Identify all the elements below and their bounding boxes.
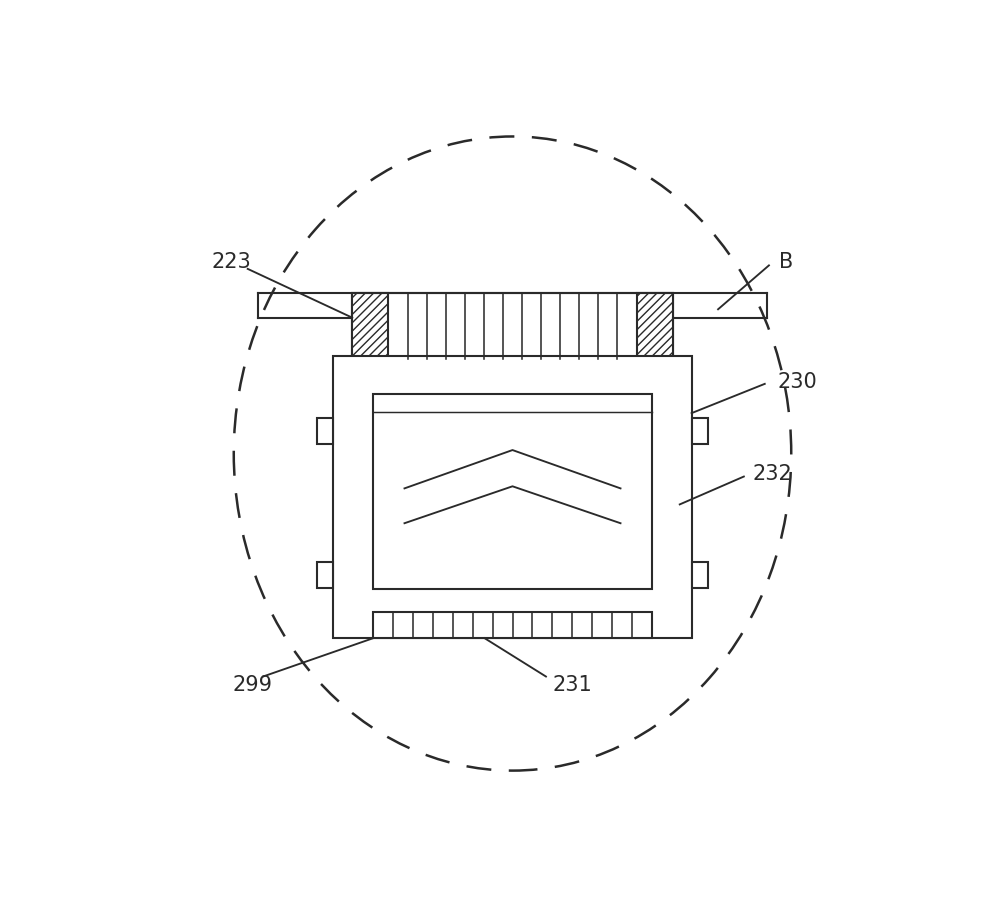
Bar: [373, 395, 652, 589]
Bar: [352, 293, 673, 359]
Bar: [692, 561, 708, 588]
Text: B: B: [779, 252, 793, 272]
Bar: [692, 418, 708, 444]
Text: 299: 299: [232, 675, 272, 695]
Text: 223: 223: [211, 252, 251, 272]
Bar: [317, 418, 333, 444]
Text: 232: 232: [753, 464, 793, 484]
Bar: [333, 356, 692, 638]
Bar: [317, 561, 333, 588]
Text: 231: 231: [553, 675, 593, 695]
Text: 230: 230: [777, 372, 817, 392]
Bar: [373, 612, 652, 638]
Bar: [637, 293, 673, 359]
Bar: [352, 293, 388, 359]
